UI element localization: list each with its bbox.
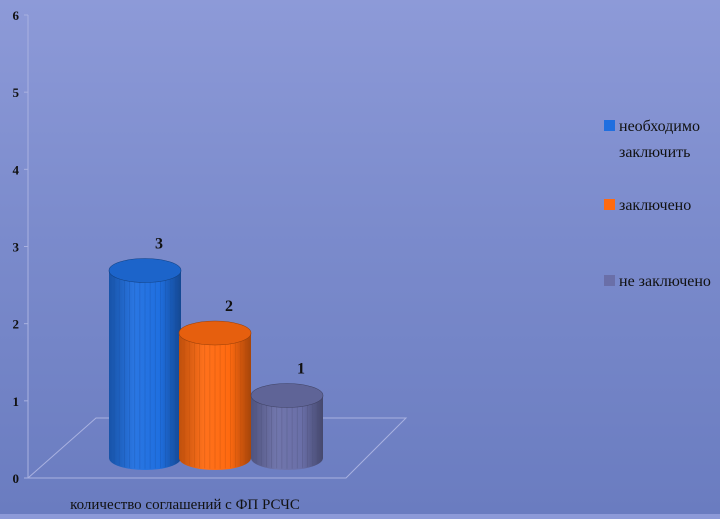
bar-top: [108, 258, 182, 283]
bar-2: [178, 320, 252, 470]
legend-item: необходимо заключить: [604, 118, 700, 161]
y-tick-label: 2: [13, 317, 20, 332]
legend-label: необходимо: [619, 118, 700, 135]
bar-3: [250, 383, 324, 470]
bar-top: [250, 383, 324, 408]
legend-item: заключено: [604, 197, 691, 214]
y-tick-label: 4: [13, 162, 20, 177]
y-tick-label: 3: [13, 240, 20, 255]
legend-label: заключено: [619, 197, 691, 214]
data-label: 3: [155, 236, 163, 253]
bar-body: [179, 333, 251, 470]
bars-layer: [108, 258, 324, 470]
axis-layer: 0 1 2 3 4 5 6: [13, 8, 29, 486]
bar-body: [109, 270, 181, 470]
y-tick-label: 6: [13, 8, 20, 23]
data-label: 2: [225, 298, 233, 315]
y-tick-label: 5: [13, 85, 20, 100]
bar-top: [178, 320, 252, 346]
legend-swatch: [604, 120, 615, 131]
floor-layer: [26, 417, 408, 479]
chart-floor: [26, 417, 408, 479]
legend-swatch: [604, 275, 615, 286]
bar-body: [251, 395, 323, 470]
y-tick-label: 0: [13, 471, 20, 486]
y-tick-label: 1: [13, 394, 20, 409]
legend-item: не заключено: [604, 273, 711, 290]
legend-label: не заключено: [619, 273, 711, 290]
x-axis-label: количество соглашений с ФП РСЧС: [70, 497, 300, 513]
legend-swatch: [604, 199, 615, 210]
labels-layer: 3 2 1: [155, 236, 305, 378]
legend: необходимо заключить заключено не заключено: [604, 118, 711, 290]
legend-label: заключить: [619, 144, 690, 161]
data-label: 1: [297, 361, 305, 378]
bar-1: [108, 258, 182, 470]
